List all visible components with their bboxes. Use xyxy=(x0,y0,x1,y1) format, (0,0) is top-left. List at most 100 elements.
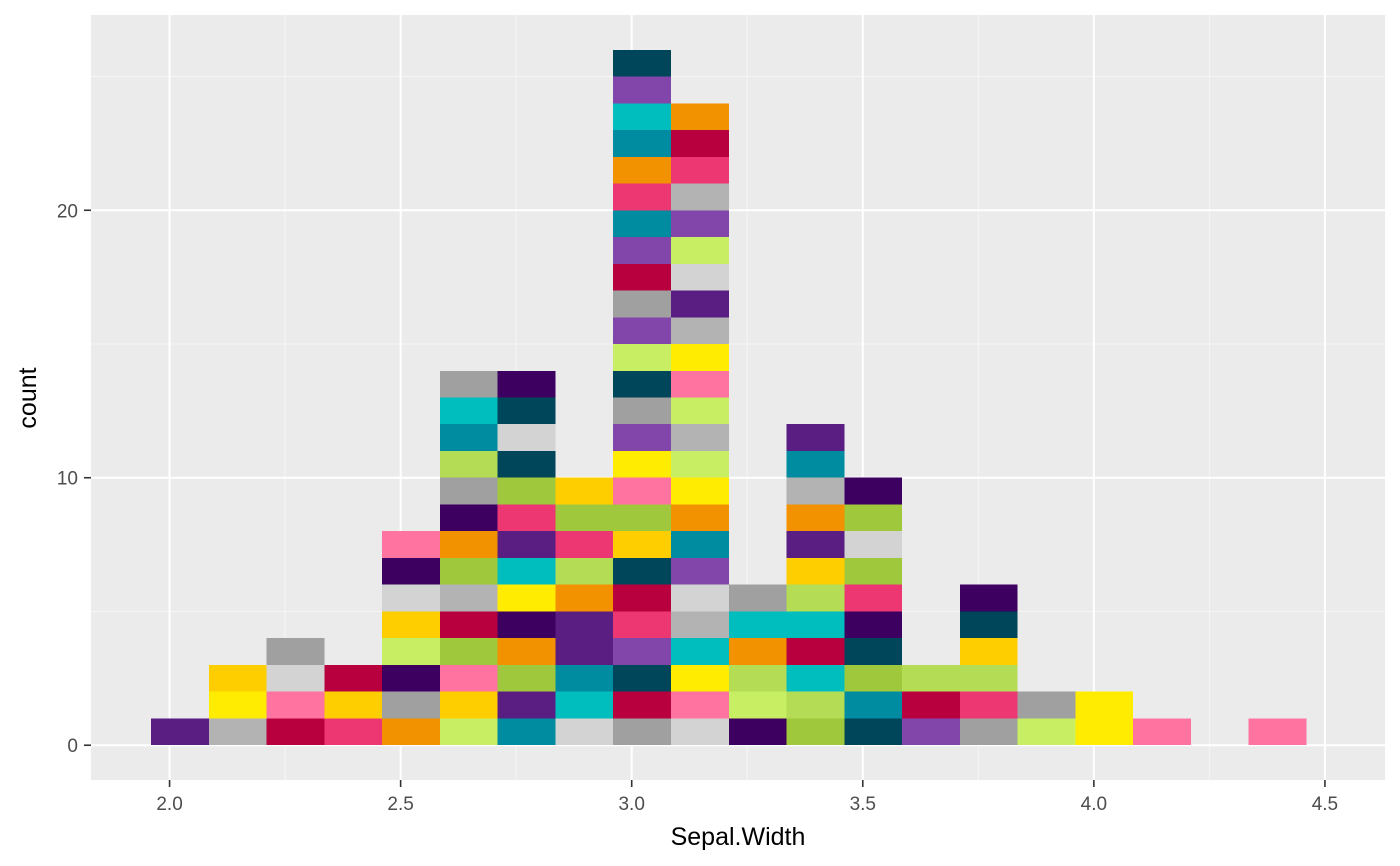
histogram-bar xyxy=(1248,718,1307,746)
histogram-bar-cell xyxy=(959,611,1018,639)
histogram-bar-cell xyxy=(266,638,325,665)
histogram-bar-cell xyxy=(613,370,671,398)
histogram-bar-cell xyxy=(613,344,671,371)
histogram-bar xyxy=(1075,691,1134,746)
histogram-bar-cell xyxy=(670,263,729,291)
histogram-bar-cell xyxy=(786,557,845,585)
histogram-bar-cell xyxy=(902,691,960,719)
histogram-bar-cell xyxy=(959,718,1018,746)
histogram-bar-cell xyxy=(786,477,845,505)
histogram-bar-cell xyxy=(439,424,498,451)
histogram-bar-cell xyxy=(613,397,671,425)
histogram-bar-cell xyxy=(1017,718,1076,746)
histogram-bar xyxy=(613,49,671,746)
histogram-bar-cell xyxy=(439,584,498,612)
histogram-bar-cell xyxy=(728,611,787,639)
histogram-bar-cell xyxy=(613,103,671,131)
x-tick-label: 4.5 xyxy=(1312,794,1338,815)
y-tick-label: 10 xyxy=(57,469,78,490)
histogram-bar-cell xyxy=(670,210,729,238)
histogram-bar-cell xyxy=(208,718,267,746)
histogram-bar-cell xyxy=(613,237,671,264)
histogram-bar-cell xyxy=(324,691,383,719)
histogram-bar-cell xyxy=(670,290,729,318)
histogram-bar-cell xyxy=(728,664,787,692)
histogram-bar-cell xyxy=(844,477,903,505)
histogram-bar-cell xyxy=(670,317,729,345)
histogram-bar-cell xyxy=(670,397,729,425)
histogram-bar-cell xyxy=(613,317,671,345)
histogram-bar-cell xyxy=(670,103,729,131)
histogram-bar-cell xyxy=(613,290,671,318)
histogram-bar-cell xyxy=(844,664,903,692)
histogram-bar-cell xyxy=(439,718,498,746)
x-axis: 2.0 2.5 3.0 3.5 4.0 4.5 xyxy=(156,780,1338,815)
histogram-bar-cell xyxy=(555,557,614,585)
y-axis-title: count xyxy=(14,367,42,428)
histogram-bar xyxy=(670,103,729,746)
histogram-bar-cell xyxy=(1248,718,1307,746)
histogram-bar-cell xyxy=(670,664,729,692)
histogram-bar-cell xyxy=(959,638,1018,665)
histogram-bar-cell xyxy=(613,156,671,184)
histogram-bar-cell xyxy=(497,557,556,585)
histogram-bar-cell xyxy=(439,611,498,639)
histogram-bar-cell xyxy=(613,183,671,211)
histogram-bar xyxy=(844,477,903,746)
histogram-bar-cell xyxy=(613,557,671,585)
histogram-bar-cell xyxy=(613,450,671,478)
histogram-bar-cell xyxy=(497,397,556,425)
histogram-bar-cell xyxy=(555,531,614,558)
x-tick-label: 3.5 xyxy=(850,794,876,815)
histogram-bar-cell xyxy=(786,424,845,451)
histogram-bar-cell xyxy=(786,450,845,478)
histogram-bar-cell xyxy=(670,584,729,612)
histogram-bar-cell xyxy=(497,611,556,639)
histogram-bar-cell xyxy=(670,531,729,558)
histogram-bar xyxy=(1017,691,1076,746)
histogram-bar-cell xyxy=(844,611,903,639)
histogram-bar-cell xyxy=(786,504,845,532)
histogram-bar-cell xyxy=(439,531,498,558)
histogram-bar-cell xyxy=(439,504,498,532)
histogram-bar-cell xyxy=(786,584,845,612)
histogram-bar-cell xyxy=(613,611,671,639)
histogram-bar-cell xyxy=(497,638,556,665)
histogram-bar-cell xyxy=(382,718,440,746)
histogram-bar-cell xyxy=(555,477,614,505)
histogram-bar-cell xyxy=(555,611,614,639)
histogram-bar-cell xyxy=(670,156,729,184)
histogram-bar-cell xyxy=(728,584,787,612)
x-tick-label: 2.5 xyxy=(387,794,413,815)
histogram-bar-cell xyxy=(670,424,729,451)
histogram-bars xyxy=(151,49,1307,746)
histogram-bar-cell xyxy=(613,76,671,104)
histogram-bar xyxy=(786,424,845,746)
histogram-bar-cell xyxy=(382,664,440,692)
histogram-bar-cell xyxy=(439,477,498,505)
histogram-bar-cell xyxy=(902,664,960,692)
histogram-bar-cell xyxy=(613,584,671,612)
histogram-bar-cell xyxy=(670,638,729,665)
histogram-bar-cell xyxy=(613,531,671,558)
histogram-bar-cell xyxy=(266,718,325,746)
histogram-bar-cell xyxy=(844,531,903,558)
histogram-bar-cell xyxy=(497,664,556,692)
histogram-bar-cell xyxy=(728,718,787,746)
x-tick-label: 3.0 xyxy=(618,794,644,815)
histogram-bar-cell xyxy=(959,691,1018,719)
histogram-bar xyxy=(151,718,209,746)
x-tick-label: 2.0 xyxy=(156,794,182,815)
histogram-bar-cell xyxy=(1075,691,1134,719)
histogram-bar-cell xyxy=(497,718,556,746)
histogram-bar-cell xyxy=(439,397,498,425)
histogram-bar-cell xyxy=(670,237,729,264)
histogram-bar-cell xyxy=(670,370,729,398)
y-tick-label: 0 xyxy=(67,736,78,757)
y-tick-label: 20 xyxy=(57,201,78,222)
histogram-bar-cell xyxy=(786,531,845,558)
histogram-bar-cell xyxy=(613,664,671,692)
histogram-bar-cell xyxy=(844,557,903,585)
histogram-bar-cell xyxy=(555,664,614,692)
histogram-bar-cell xyxy=(613,504,671,532)
